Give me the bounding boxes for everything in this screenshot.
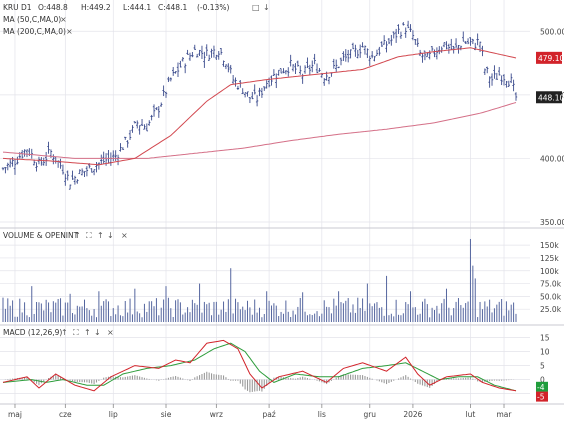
- volume-tick-label: 75.0k: [540, 280, 562, 289]
- price-tick-label: 400.00: [540, 154, 564, 163]
- box-icon[interactable]: □: [252, 3, 260, 12]
- price-badge-bg: [536, 91, 562, 104]
- arrow-up-icon[interactable]: ↑: [74, 231, 81, 240]
- expand-icon[interactable]: ⛶: [72, 328, 79, 337]
- close-icon[interactable]: ×: [60, 15, 67, 24]
- macd-tick-label: 10: [540, 348, 550, 357]
- price-badge-bg: [536, 51, 562, 64]
- x-tick-label: wrz: [210, 410, 223, 419]
- arrow-down-icon[interactable]: ↓: [94, 328, 101, 337]
- x-tick-label: sie: [161, 410, 172, 419]
- ohlc-high: H:449.2: [81, 3, 111, 12]
- macd-title: MACD (12,26,9): [3, 328, 62, 337]
- macd-tick-label: 15: [540, 334, 550, 343]
- volume-tick-label: 150k: [540, 241, 559, 250]
- volume-tick-label: 125k: [540, 254, 559, 263]
- legend-ma50: MA (50,C,MA,0): [3, 15, 61, 24]
- macd-badge: -4: [537, 383, 545, 392]
- macd-badge: -5: [537, 393, 545, 402]
- x-tick-label: lip: [109, 410, 118, 419]
- ohlc-close: C:448.1: [158, 3, 187, 12]
- expand-icon[interactable]: ⛶: [85, 231, 92, 240]
- close-icon[interactable]: ×: [107, 328, 114, 337]
- price-tick-label: 500.00: [540, 27, 564, 36]
- arrow-up-icon[interactable]: ↑: [84, 328, 91, 337]
- x-tick-label: gru: [363, 410, 376, 419]
- arrow-down-icon[interactable]: ↓: [107, 231, 114, 240]
- x-tick-label: lut: [466, 410, 476, 419]
- symbol-title: KRU D1: [3, 3, 32, 12]
- ohlc-change: (-0.13%): [197, 3, 229, 12]
- macd-badge-bg: [536, 381, 548, 392]
- legend-ma200: MA (200,C,MA,0): [3, 27, 66, 36]
- arrow-up-icon[interactable]: ↑: [97, 231, 104, 240]
- volume-panel: 150k 125k 100k 75.0k 50.0k 25.0k VOLUME & OPE…: [0, 231, 562, 322]
- volume-tick-label: 50.0k: [540, 292, 562, 301]
- close-icon[interactable]: ×: [121, 231, 128, 240]
- x-tick-label: maj: [8, 410, 22, 419]
- x-tick-label: mar: [497, 410, 513, 419]
- x-axis: maj cze lip sie wrz paź lis gru 2026 lut mar: [8, 404, 512, 419]
- arrow-down-icon[interactable]: ↓: [263, 3, 270, 12]
- x-tick-label: 2026: [403, 410, 422, 419]
- macd-tick-label: 5: [540, 362, 545, 371]
- price-badge: 479.10: [538, 54, 564, 63]
- volume-tick-label: 25.0k: [540, 305, 562, 314]
- macd-main-line: [2, 339, 517, 392]
- price-badge: 448.10: [538, 93, 564, 102]
- ohlc-low: L:444.1: [123, 3, 151, 12]
- macd-tick-label: 0: [540, 376, 545, 385]
- arrow-up-icon[interactable]: ↑: [61, 328, 68, 337]
- volume-tick-label: 100k: [540, 267, 559, 276]
- x-tick-label: paź: [262, 410, 275, 419]
- close-icon[interactable]: ×: [66, 27, 73, 36]
- x-tick-label: cze: [59, 410, 72, 419]
- macd-badge-bg: [536, 391, 548, 402]
- ma50-line: [2, 47, 517, 166]
- ma200-line: [2, 102, 517, 159]
- ohlc-open: O:448.8: [38, 3, 68, 12]
- price-tick-label: 350.00: [540, 218, 564, 227]
- x-tick-label: lis: [318, 410, 326, 419]
- price-panel-bg: [0, 0, 530, 228]
- macd-signal-line: [2, 342, 517, 392]
- volume-title: VOLUME & OPENINT: [3, 231, 79, 240]
